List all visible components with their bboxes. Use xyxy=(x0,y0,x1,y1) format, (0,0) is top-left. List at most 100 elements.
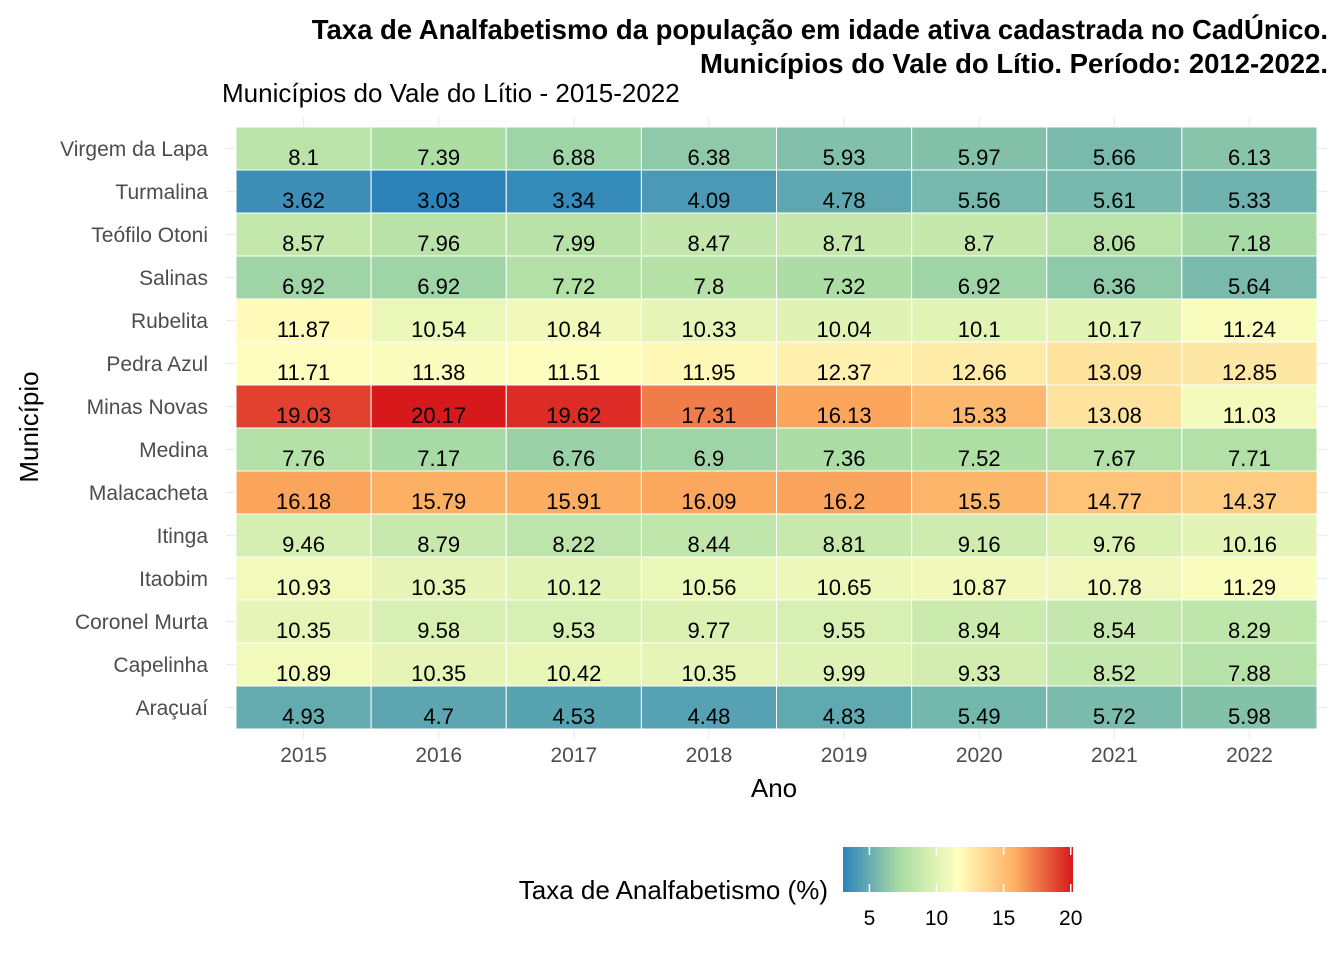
cell-value-label: 10.56 xyxy=(681,575,736,600)
heatmap-cell xyxy=(505,298,642,343)
heatmap-cell xyxy=(640,341,777,386)
cell-value-label: 19.62 xyxy=(546,403,601,428)
cell-value-label: 10.42 xyxy=(546,661,601,686)
heatmap-cell xyxy=(370,212,507,257)
heatmap-cell xyxy=(776,212,913,257)
cell-value-label: 10.33 xyxy=(681,317,736,342)
y-tick-label: Virgem da Lapa xyxy=(60,138,208,161)
cell-value-label: 10.16 xyxy=(1222,532,1277,557)
cell-value-label: 6.92 xyxy=(958,274,1001,299)
heatmap-cell xyxy=(235,556,372,601)
heatmap-cell xyxy=(640,255,777,300)
cell-value-label: 7.8 xyxy=(694,274,725,299)
heatmap-cell xyxy=(911,169,1048,214)
cell-value-label: 10.84 xyxy=(546,317,601,342)
cell-value-label: 4.48 xyxy=(688,704,731,729)
y-axis-title: Município xyxy=(14,371,44,482)
cell-value-label: 11.95 xyxy=(682,360,735,385)
heatmap-cell xyxy=(505,126,642,171)
cell-value-label: 4.7 xyxy=(423,704,454,729)
cell-value-label: 7.17 xyxy=(417,446,460,471)
cell-value-label: 4.93 xyxy=(282,704,325,729)
cell-value-label: 11.71 xyxy=(277,360,330,385)
cell-value-label: 11.24 xyxy=(1223,317,1276,342)
heatmap-cell xyxy=(370,642,507,687)
heatmap-cell xyxy=(1046,169,1183,214)
cell-value-label: 8.52 xyxy=(1093,661,1136,686)
heatmap-cell xyxy=(370,556,507,601)
heatmap-cell xyxy=(640,556,777,601)
y-axis-tick-labels: Virgem da Lapa Turmalina Teófilo Otoni Sali… xyxy=(60,138,208,720)
cell-value-label: 7.72 xyxy=(552,274,595,299)
cell-value-label: 8.1 xyxy=(288,145,319,170)
heatmap-cell xyxy=(505,341,642,386)
cell-value-label: 15.79 xyxy=(411,489,466,514)
cell-value-label: 20.17 xyxy=(411,403,466,428)
cell-value-label: 3.62 xyxy=(282,188,325,213)
cell-value-label: 12.37 xyxy=(817,360,872,385)
cell-value-label: 7.52 xyxy=(958,446,1001,471)
cell-value-label: 9.76 xyxy=(1093,532,1136,557)
cell-value-label: 5.93 xyxy=(823,145,866,170)
cell-value-label: 7.71 xyxy=(1228,446,1271,471)
x-tick-label: 2018 xyxy=(686,744,733,767)
cell-value-label: 3.03 xyxy=(417,188,460,213)
heatmap-cell xyxy=(370,427,507,472)
cell-value-label: 8.29 xyxy=(1228,618,1271,643)
cell-value-label: 13.09 xyxy=(1087,360,1142,385)
cell-value-label: 8.06 xyxy=(1093,231,1136,256)
cell-value-label: 11.29 xyxy=(1223,575,1276,600)
heatmap-cell xyxy=(1181,599,1318,644)
y-tick-label: Rubelita xyxy=(131,310,208,333)
heatmap-cell xyxy=(235,298,372,343)
cell-value-label: 6.38 xyxy=(688,145,731,170)
cell-value-label: 8.47 xyxy=(688,231,731,256)
cell-value-label: 8.94 xyxy=(958,618,1001,643)
cell-value-label: 12.66 xyxy=(952,360,1007,385)
x-axis-tick-labels: 2015 2016 2017 2018 2019 2020 2021 2022 xyxy=(280,744,1273,767)
heatmap-cell xyxy=(1046,212,1183,257)
cell-value-label: 5.72 xyxy=(1093,704,1136,729)
cell-value-label: 7.88 xyxy=(1228,661,1271,686)
cell-value-label: 9.16 xyxy=(958,532,1001,557)
heatmap-cell xyxy=(235,427,372,472)
heatmap-cell xyxy=(911,685,1048,730)
heatmap-cell xyxy=(776,384,913,429)
cell-value-label: 19.03 xyxy=(276,403,331,428)
cell-value-label: 13.08 xyxy=(1087,403,1142,428)
heatmap-cell xyxy=(1181,513,1318,558)
heatmap-cell xyxy=(776,427,913,472)
heatmap-cell xyxy=(776,255,913,300)
cell-value-label: 9.53 xyxy=(552,618,595,643)
heatmap-cell xyxy=(1181,384,1318,429)
heatmap-cell xyxy=(505,599,642,644)
cell-value-label: 16.13 xyxy=(817,403,872,428)
cell-value-label: 10.35 xyxy=(681,661,736,686)
cell-value-label: 5.98 xyxy=(1228,704,1271,729)
legend-color-bar xyxy=(843,847,1073,892)
cell-value-label: 6.92 xyxy=(282,274,325,299)
legend-ticks: 5 10 15 20 xyxy=(864,847,1082,930)
cell-value-label: 10.89 xyxy=(276,661,331,686)
heatmap-cell xyxy=(505,169,642,214)
heatmap-cell xyxy=(1046,341,1183,386)
cell-value-label: 9.55 xyxy=(823,618,866,643)
cell-value-label: 10.12 xyxy=(546,575,601,600)
cell-value-label: 11.51 xyxy=(547,360,600,385)
heatmap-cell xyxy=(1046,642,1183,687)
heatmap-cell xyxy=(1181,556,1318,601)
cell-value-label: 5.56 xyxy=(958,188,1001,213)
cell-value-label: 16.09 xyxy=(681,489,736,514)
cell-value-label: 10.78 xyxy=(1087,575,1142,600)
heatmap-cell xyxy=(911,212,1048,257)
cell-value-label: 9.33 xyxy=(958,661,1001,686)
cell-value-label: 10.35 xyxy=(411,661,466,686)
cell-value-label: 14.77 xyxy=(1087,489,1142,514)
heatmap-cell xyxy=(911,599,1048,644)
cell-value-label: 5.33 xyxy=(1228,188,1271,213)
heatmap-cell xyxy=(1181,341,1318,386)
y-tick-label: Malacacheta xyxy=(89,482,208,505)
cell-value-label: 6.9 xyxy=(694,446,725,471)
cell-value-label: 8.57 xyxy=(282,231,325,256)
heatmap-cell xyxy=(1046,126,1183,171)
